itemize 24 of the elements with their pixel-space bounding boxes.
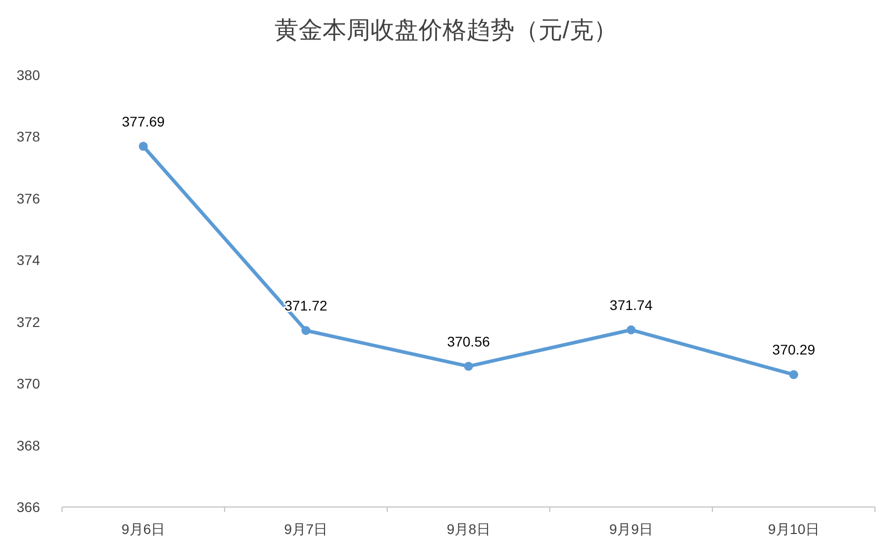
data-label: 371.72 — [284, 297, 328, 314]
x-tick-label: 9月9日 — [609, 521, 653, 537]
x-tick-label: 9月10日 — [768, 521, 820, 537]
x-tick-label: 9月7日 — [284, 521, 328, 537]
data-label: 370.56 — [447, 333, 490, 350]
point — [464, 362, 473, 371]
y-tick-label: 372 — [16, 314, 40, 330]
data-label: 370.29 — [772, 342, 816, 358]
y-tick-label: 366 — [16, 499, 40, 515]
point — [138, 142, 148, 151]
y-tick-label: 376 — [16, 190, 40, 206]
point — [626, 325, 636, 334]
data-label: 371.74 — [610, 296, 653, 313]
y-tick-label: 374 — [16, 252, 40, 268]
data-label: 377.69 — [122, 113, 165, 130]
y-tick-label: 380 — [16, 67, 40, 83]
y-tick-label: 370 — [16, 376, 40, 392]
point — [789, 370, 798, 380]
y-tick-label: 378 — [16, 128, 40, 145]
y-tick-label: 368 — [16, 437, 40, 454]
point — [301, 326, 310, 335]
x-tick-label: 9月6日 — [122, 521, 166, 537]
x-tick-label: 9月8日 — [446, 521, 490, 537]
chart-title: 黄金本周收盘价格趋势（元/克） — [274, 17, 618, 44]
